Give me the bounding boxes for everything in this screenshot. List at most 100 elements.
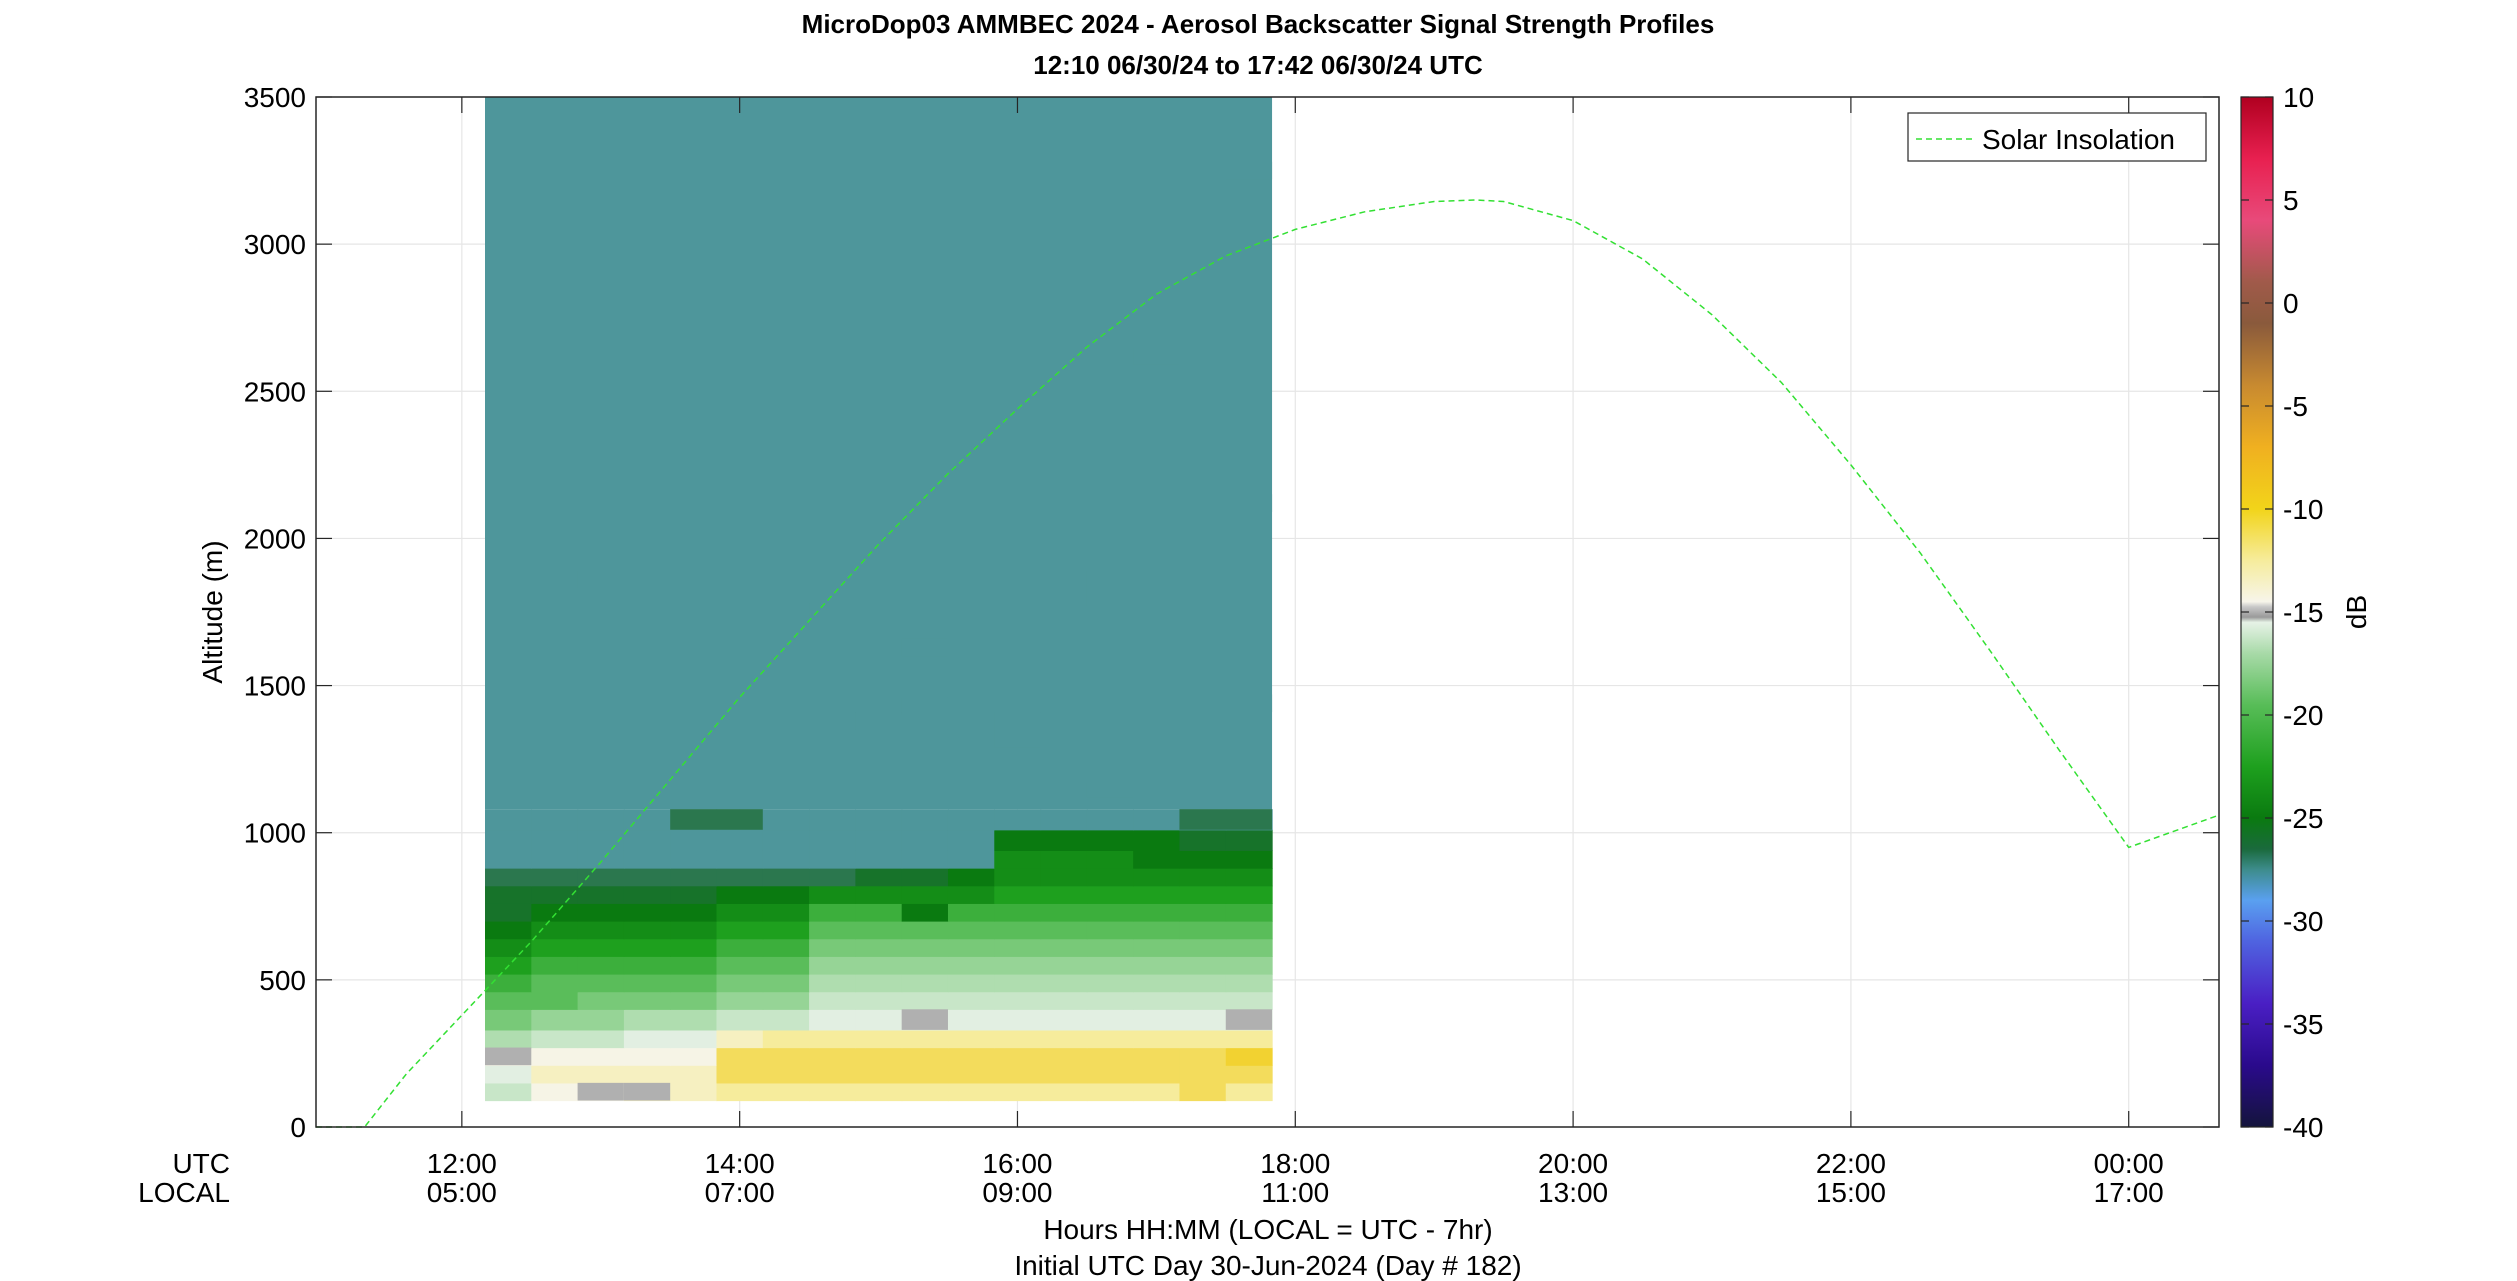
heatmap-cell: [762, 938, 810, 957]
heatmap-cell: [623, 938, 671, 957]
heatmap-cell: [716, 885, 764, 904]
heatmap-cell: [855, 956, 903, 975]
heatmap-cell: [670, 903, 718, 922]
heatmap-cell: [901, 956, 949, 975]
heatmap-cell: [485, 1082, 532, 1102]
heatmap-cell: [762, 885, 810, 904]
heatmap-cell: [901, 938, 949, 957]
heatmap-patch: [1225, 494, 1273, 512]
heatmap-cell: [1225, 850, 1273, 869]
heatmap-cell: [577, 956, 625, 975]
heatmap-cell: [855, 991, 903, 1010]
heatmap-cell: [994, 938, 1042, 957]
x-tick-label-utc: 14:00: [705, 1148, 775, 1179]
heatmap-cell: [716, 921, 764, 940]
heatmap-cell: [531, 1029, 579, 1049]
heatmap-cell: [531, 991, 579, 1010]
heatmap-cell: [1040, 868, 1088, 887]
heatmap-cell: [901, 973, 949, 993]
heatmap-cell: [809, 921, 856, 940]
heatmap-cell: [623, 991, 671, 1010]
heatmap-cell: [809, 956, 856, 975]
heatmap-cell: [623, 868, 671, 887]
heatmap-cell: [623, 903, 671, 922]
heatmap-cell: [947, 809, 995, 831]
heatmap-cell: [670, 938, 718, 957]
heatmap-cell: [716, 829, 764, 851]
heatmap-cell: [1133, 973, 1181, 993]
heatmap-cell: [947, 885, 995, 904]
heatmap-cell: [762, 956, 810, 975]
backscatter-heatmap: [485, 97, 1273, 1102]
heatmap-cell: [1133, 1029, 1181, 1049]
utc-row-label: UTC: [172, 1148, 230, 1179]
heatmap-cell: [994, 973, 1042, 993]
x-tick-label-utc: 12:00: [427, 1148, 497, 1179]
legend: Solar Insolation: [1907, 112, 2207, 162]
heatmap-cell: [901, 829, 949, 851]
heatmap-cell: [1179, 829, 1227, 851]
heatmap-cell: [1179, 1047, 1227, 1066]
heatmap-cell: [1179, 921, 1227, 940]
heatmap-cell: [855, 868, 903, 887]
heatmap-missing-cell: [485, 1047, 532, 1066]
y-tick-label: 1000: [244, 818, 306, 849]
heatmap-cell: [762, 991, 810, 1010]
heatmap-cell: [1086, 1065, 1134, 1084]
heatmap-cell: [809, 1029, 856, 1049]
heatmap-cell: [1086, 973, 1134, 993]
heatmap-cell: [531, 956, 579, 975]
heatmap-cell: [762, 973, 810, 993]
x-tick-label-local: 07:00: [705, 1177, 775, 1208]
heatmap-cell: [577, 921, 625, 940]
heatmap-cell: [901, 991, 949, 1010]
heatmap-cell: [716, 1009, 764, 1031]
colorbar-tick-label: -35: [2283, 1009, 2323, 1040]
x-tick-label-utc: 16:00: [982, 1148, 1052, 1179]
heatmap-cell: [994, 809, 1042, 831]
heatmap-missing-cell: [623, 1082, 671, 1101]
heatmap-cell: [1225, 903, 1273, 922]
heatmap-cell: [1179, 1082, 1227, 1102]
heatmap-cell: [623, 885, 671, 904]
heatmap-cell: [485, 885, 532, 904]
y-tick-label: 2500: [244, 376, 306, 407]
heatmap-cell: [994, 868, 1042, 887]
heatmap-cell: [531, 1082, 579, 1102]
heatmap-cell: [1225, 1047, 1273, 1066]
heatmap-cell: [531, 1047, 579, 1066]
heatmap-patch: [1086, 570, 1134, 607]
heatmap-cell: [994, 1047, 1042, 1066]
heatmap-cell: [670, 1065, 718, 1084]
heatmap-cell: [1086, 956, 1134, 975]
heatmap-cell: [670, 1009, 718, 1031]
heatmap-cell: [947, 1082, 995, 1102]
heatmap-cell: [994, 921, 1042, 940]
x-tick-label-utc: 22:00: [1816, 1148, 1886, 1179]
heatmap-cell: [947, 973, 995, 993]
heatmap-cell: [485, 1029, 532, 1049]
colorbar-tick-label: -10: [2283, 494, 2323, 525]
heatmap-cell: [1133, 829, 1181, 851]
heatmap-background: [485, 97, 1273, 810]
heatmap-cell: [994, 1029, 1042, 1049]
colorbar-tick-label: -20: [2283, 700, 2323, 731]
heatmap-cell: [809, 829, 856, 851]
heatmap-cell: [901, 903, 949, 922]
heatmap-cell: [1133, 956, 1181, 975]
heatmap-cell: [809, 903, 856, 922]
x-tick-label-utc: 00:00: [2094, 1148, 2164, 1179]
heatmap-cell: [577, 973, 625, 993]
heatmap-cell: [855, 938, 903, 957]
heatmap-cell: [716, 850, 764, 869]
heatmap-cell: [901, 921, 949, 940]
heatmap-cell: [1179, 1009, 1227, 1031]
heatmap-cell: [531, 921, 579, 940]
heatmap-cell: [670, 885, 718, 904]
heatmap-cell: [1133, 1065, 1181, 1084]
heatmap-cell: [1040, 921, 1088, 940]
heatmap-cell: [1040, 885, 1088, 904]
heatmap-cell: [1133, 903, 1181, 922]
heatmap-cell: [1040, 1047, 1088, 1066]
heatmap-cell: [901, 850, 949, 869]
